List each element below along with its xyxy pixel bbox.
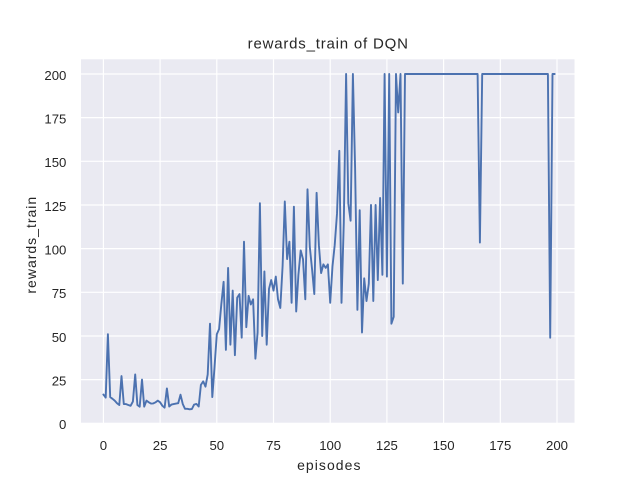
svg-text:episodes: episodes bbox=[297, 457, 361, 473]
svg-text:200: 200 bbox=[546, 438, 568, 453]
svg-text:rewards_train: rewards_train bbox=[23, 196, 39, 294]
svg-text:100: 100 bbox=[319, 438, 341, 453]
svg-text:150: 150 bbox=[433, 438, 455, 453]
svg-text:25: 25 bbox=[153, 438, 168, 453]
svg-text:150: 150 bbox=[44, 155, 66, 170]
svg-text:175: 175 bbox=[489, 438, 511, 453]
svg-text:175: 175 bbox=[44, 112, 66, 127]
svg-text:50: 50 bbox=[52, 330, 67, 345]
svg-text:125: 125 bbox=[376, 438, 398, 453]
svg-text:50: 50 bbox=[209, 438, 224, 453]
svg-text:100: 100 bbox=[44, 243, 66, 258]
svg-text:75: 75 bbox=[52, 286, 67, 301]
svg-text:25: 25 bbox=[52, 373, 67, 388]
svg-text:0: 0 bbox=[100, 438, 107, 453]
svg-text:75: 75 bbox=[266, 438, 281, 453]
svg-text:125: 125 bbox=[44, 199, 66, 214]
svg-text:rewards_train of DQN: rewards_train of DQN bbox=[248, 35, 409, 52]
svg-text:200: 200 bbox=[44, 68, 66, 83]
svg-text:0: 0 bbox=[59, 417, 66, 432]
